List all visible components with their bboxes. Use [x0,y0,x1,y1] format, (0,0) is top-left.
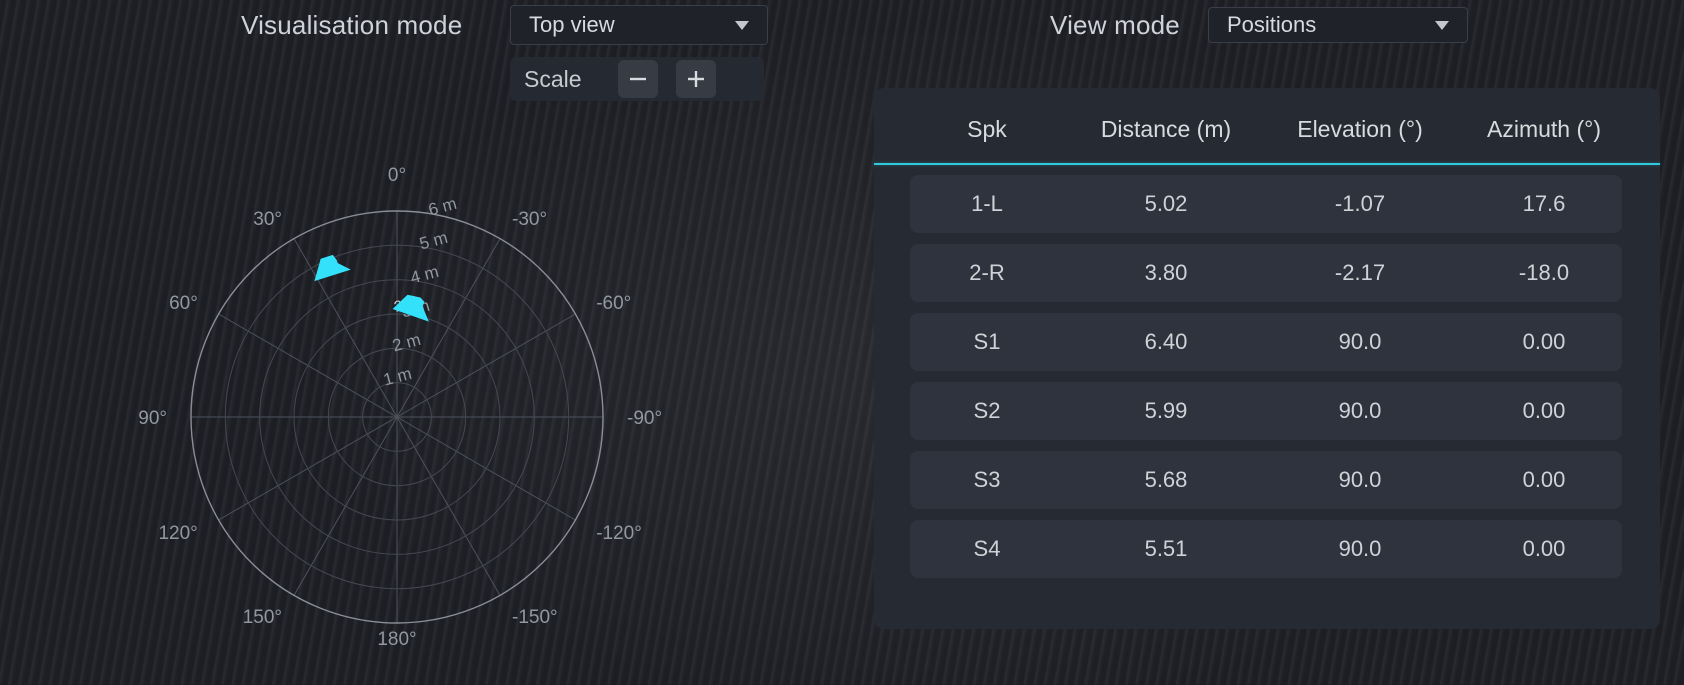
svg-text:30°: 30° [253,209,282,230]
svg-text:-120°: -120° [596,523,642,544]
svg-text:4 m: 4 m [408,262,440,288]
svg-text:6 m: 6 m [426,194,458,220]
svg-text:-90°: -90° [627,408,662,429]
svg-text:-150°: -150° [512,607,558,628]
svg-text:120°: 120° [158,523,197,544]
svg-text:-30°: -30° [512,209,547,230]
svg-text:60°: 60° [169,293,198,314]
svg-text:0°: 0° [388,165,406,186]
svg-text:-60°: -60° [596,293,631,314]
svg-text:150°: 150° [243,607,282,628]
svg-text:90°: 90° [138,408,167,429]
svg-text:1 m: 1 m [381,364,413,390]
svg-text:5 m: 5 m [417,228,449,254]
svg-text:180°: 180° [377,629,416,650]
